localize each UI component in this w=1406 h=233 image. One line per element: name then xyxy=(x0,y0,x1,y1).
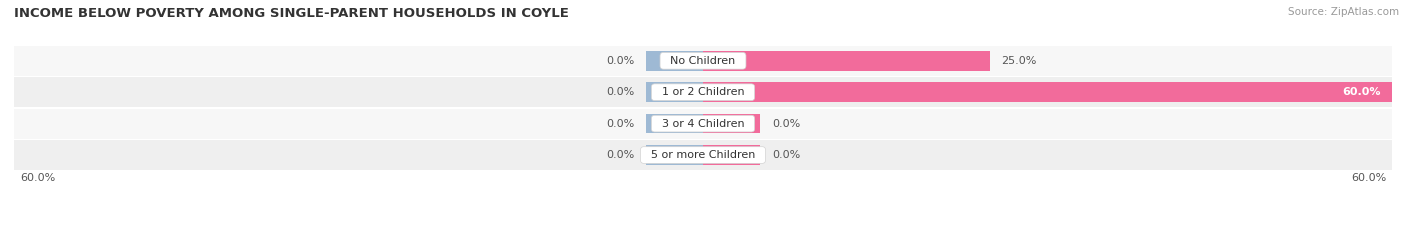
Bar xyxy=(645,145,703,165)
Text: 0.0%: 0.0% xyxy=(606,56,634,66)
Text: 25.0%: 25.0% xyxy=(1001,56,1036,66)
Text: 3 or 4 Children: 3 or 4 Children xyxy=(655,119,751,129)
Bar xyxy=(0,77,1406,107)
Text: No Children: No Children xyxy=(664,56,742,66)
Text: Source: ZipAtlas.com: Source: ZipAtlas.com xyxy=(1288,7,1399,17)
Bar xyxy=(0,46,1406,76)
Text: 5 or more Children: 5 or more Children xyxy=(644,150,762,160)
Text: 0.0%: 0.0% xyxy=(772,150,800,160)
Text: 0.0%: 0.0% xyxy=(606,87,634,97)
Bar xyxy=(703,51,990,71)
Bar xyxy=(645,82,703,102)
Bar xyxy=(703,145,761,165)
Text: 60.0%: 60.0% xyxy=(1351,173,1386,183)
Bar xyxy=(703,82,1392,102)
Bar xyxy=(0,109,1406,139)
Text: INCOME BELOW POVERTY AMONG SINGLE-PARENT HOUSEHOLDS IN COYLE: INCOME BELOW POVERTY AMONG SINGLE-PARENT… xyxy=(14,7,569,20)
Text: 0.0%: 0.0% xyxy=(772,119,800,129)
Text: 60.0%: 60.0% xyxy=(20,173,55,183)
Bar xyxy=(645,51,703,71)
Text: 0.0%: 0.0% xyxy=(606,119,634,129)
Bar xyxy=(0,140,1406,170)
Text: 1 or 2 Children: 1 or 2 Children xyxy=(655,87,751,97)
Bar xyxy=(645,114,703,133)
Text: 0.0%: 0.0% xyxy=(606,150,634,160)
Bar xyxy=(703,114,761,133)
Text: 60.0%: 60.0% xyxy=(1341,87,1381,97)
Legend: Single Father, Single Mother: Single Father, Single Mother xyxy=(593,230,813,233)
